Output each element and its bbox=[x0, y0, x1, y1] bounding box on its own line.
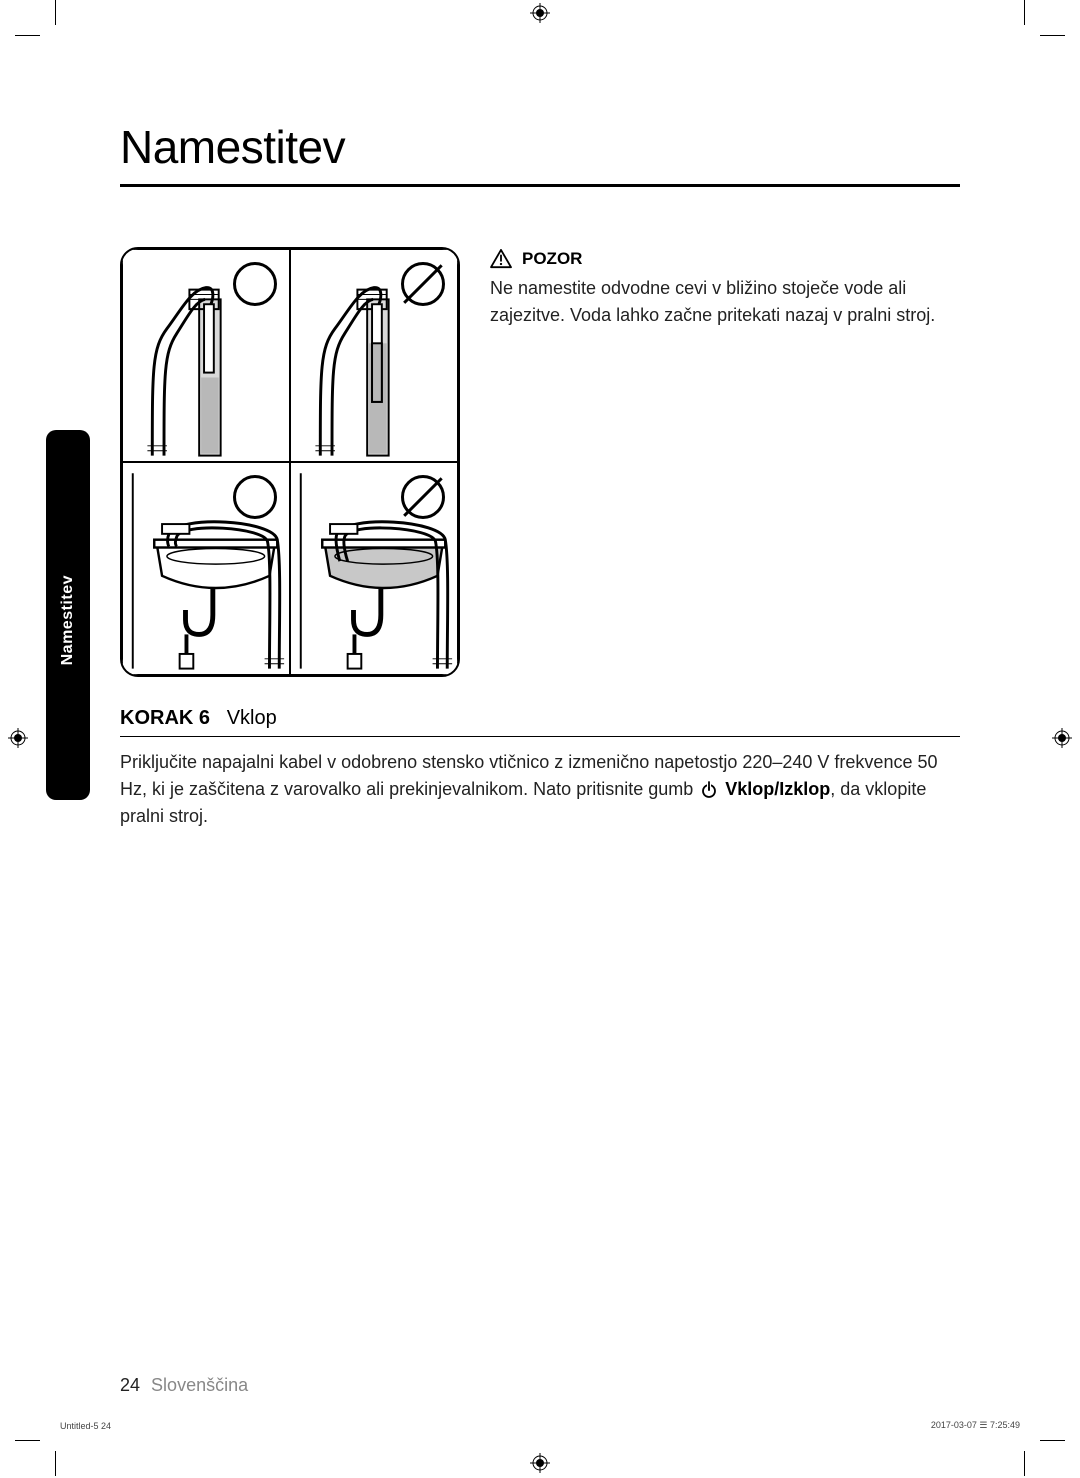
registration-mark-top bbox=[530, 3, 550, 23]
registration-mark-right bbox=[1052, 728, 1072, 748]
power-button-label: Vklop/Izklop bbox=[725, 779, 830, 799]
crop-mark bbox=[1024, 1451, 1025, 1476]
crop-mark bbox=[55, 0, 56, 25]
registration-mark-bottom bbox=[530, 1453, 550, 1473]
registration-mark-left bbox=[8, 728, 28, 748]
diagram-frame bbox=[120, 247, 460, 677]
caution-header: POZOR bbox=[490, 249, 960, 269]
ok-indicator-icon bbox=[233, 475, 277, 519]
diagram-cell-standpipe-ok bbox=[122, 249, 290, 462]
crop-mark bbox=[1024, 0, 1025, 25]
page-language: Slovenščina bbox=[151, 1375, 248, 1395]
crop-mark bbox=[15, 35, 40, 36]
page-title: Namestitev bbox=[120, 120, 960, 187]
caution-label: POZOR bbox=[522, 249, 582, 269]
no-indicator-icon bbox=[401, 475, 445, 519]
diagram-column bbox=[120, 247, 460, 677]
page-content: Namestitev Namestitev bbox=[120, 120, 960, 1396]
diagram-cell-standpipe-no bbox=[290, 249, 458, 462]
caution-text: Ne namestite odvodne cevi v bližino stoj… bbox=[490, 275, 960, 329]
crop-mark bbox=[1040, 1440, 1065, 1441]
imprint-left: Untitled-5 24 bbox=[60, 1421, 111, 1431]
warning-triangle-icon bbox=[490, 249, 512, 269]
step-title: Vklop bbox=[227, 707, 277, 729]
step-prefix: KORAK 6 bbox=[120, 707, 210, 729]
imprint-right: 2017-03-07 ☰ 7:25:49 bbox=[931, 1420, 1020, 1431]
main-row: POZOR Ne namestite odvodne cevi v bližin… bbox=[120, 247, 960, 677]
page-number: 24 bbox=[120, 1375, 140, 1395]
ok-indicator-icon bbox=[233, 262, 277, 306]
side-tab-label: Namestitev bbox=[59, 575, 77, 665]
crop-mark bbox=[55, 1451, 56, 1476]
diagram-cell-sink-ok bbox=[122, 462, 290, 675]
crop-mark bbox=[1040, 35, 1065, 36]
side-tab: Namestitev bbox=[46, 430, 90, 800]
no-indicator-icon bbox=[401, 262, 445, 306]
power-icon bbox=[700, 781, 718, 799]
page-footer: 24 Slovenščina bbox=[120, 1375, 248, 1396]
crop-mark bbox=[15, 1440, 40, 1441]
step-heading: KORAK 6 Vklop bbox=[120, 707, 960, 737]
caution-column: POZOR Ne namestite odvodne cevi v bližin… bbox=[490, 247, 960, 677]
diagram-cell-sink-no bbox=[290, 462, 458, 675]
step-body: Priključite napajalni kabel v odobreno s… bbox=[120, 749, 960, 830]
